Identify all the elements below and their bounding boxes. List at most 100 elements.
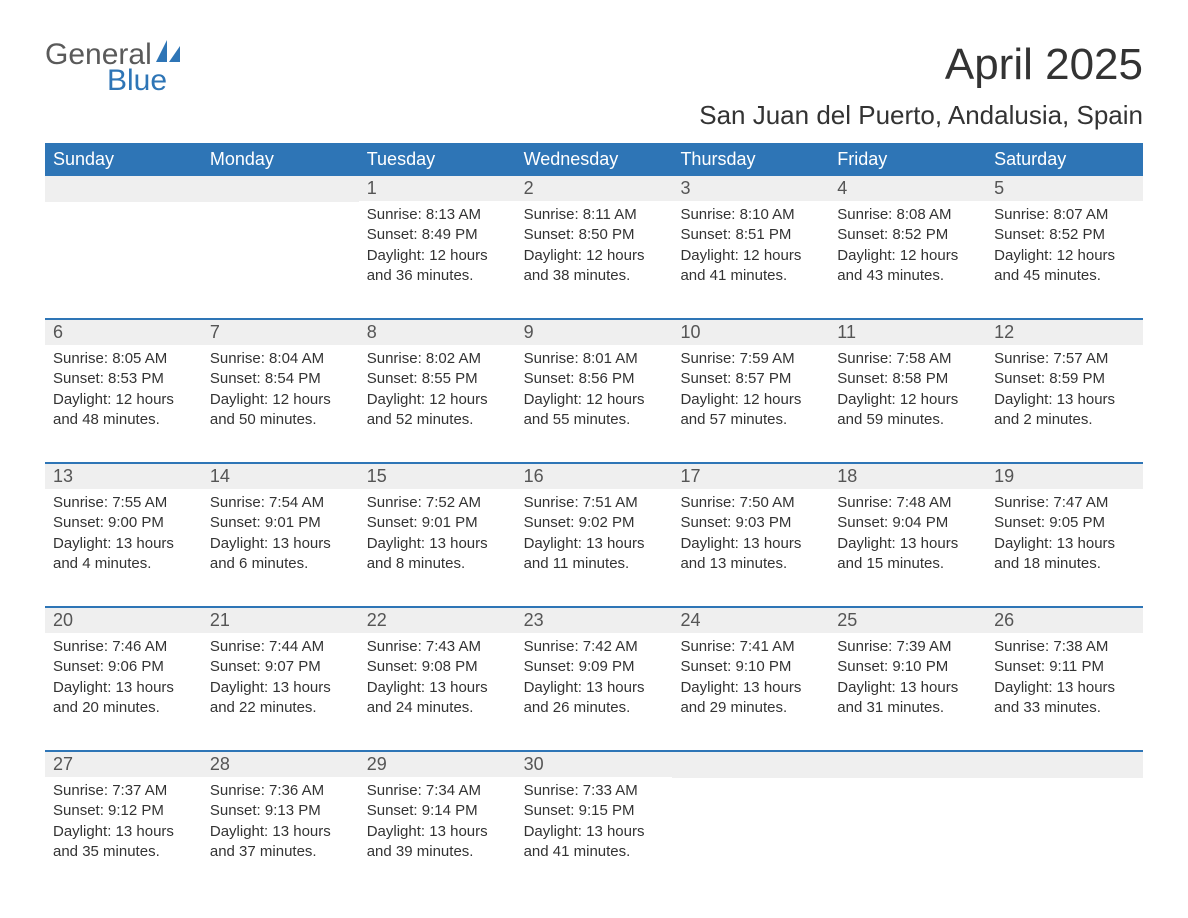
day-line: Sunset: 8:54 PM: [210, 369, 351, 389]
day-cell: [986, 752, 1143, 894]
day-number: [45, 176, 202, 202]
day-content: Sunrise: 8:02 AMSunset: 8:55 PMDaylight:…: [359, 345, 516, 438]
day-line: Sunrise: 7:55 AM: [53, 493, 194, 513]
day-line: Sunset: 9:07 PM: [210, 657, 351, 677]
day-content: Sunrise: 7:41 AMSunset: 9:10 PMDaylight:…: [672, 633, 829, 726]
day-number: 25: [829, 608, 986, 633]
day-line: Daylight: 12 hours: [837, 246, 978, 266]
day-line: Sunrise: 8:11 AM: [524, 205, 665, 225]
day-cell: 9Sunrise: 8:01 AMSunset: 8:56 PMDaylight…: [516, 320, 673, 462]
day-line: Sunset: 9:01 PM: [367, 513, 508, 533]
day-line: and 29 minutes.: [680, 698, 821, 718]
day-cell: 16Sunrise: 7:51 AMSunset: 9:02 PMDayligh…: [516, 464, 673, 606]
day-number: 2: [516, 176, 673, 201]
day-line: Sunrise: 7:38 AM: [994, 637, 1135, 657]
day-line: Sunset: 8:52 PM: [994, 225, 1135, 245]
day-line: Sunset: 8:52 PM: [837, 225, 978, 245]
day-cell: 14Sunrise: 7:54 AMSunset: 9:01 PMDayligh…: [202, 464, 359, 606]
day-line: and 4 minutes.: [53, 554, 194, 574]
day-cell: 4Sunrise: 8:08 AMSunset: 8:52 PMDaylight…: [829, 176, 986, 318]
day-cell: 8Sunrise: 8:02 AMSunset: 8:55 PMDaylight…: [359, 320, 516, 462]
day-cell: [829, 752, 986, 894]
day-cell: 1Sunrise: 8:13 AMSunset: 8:49 PMDaylight…: [359, 176, 516, 318]
day-line: Sunrise: 8:13 AM: [367, 205, 508, 225]
day-line: Sunset: 8:55 PM: [367, 369, 508, 389]
week-row: 13Sunrise: 7:55 AMSunset: 9:00 PMDayligh…: [45, 462, 1143, 606]
day-line: Sunrise: 7:58 AM: [837, 349, 978, 369]
day-line: Daylight: 12 hours: [53, 390, 194, 410]
day-content: Sunrise: 8:01 AMSunset: 8:56 PMDaylight:…: [516, 345, 673, 438]
day-line: Daylight: 13 hours: [524, 678, 665, 698]
day-content: Sunrise: 8:08 AMSunset: 8:52 PMDaylight:…: [829, 201, 986, 294]
day-line: and 20 minutes.: [53, 698, 194, 718]
day-line: Sunset: 9:09 PM: [524, 657, 665, 677]
day-line: Daylight: 12 hours: [837, 390, 978, 410]
day-line: and 50 minutes.: [210, 410, 351, 430]
day-number: 19: [986, 464, 1143, 489]
day-line: Daylight: 13 hours: [367, 822, 508, 842]
day-number: [986, 752, 1143, 778]
day-line: and 59 minutes.: [837, 410, 978, 430]
day-line: Sunset: 8:57 PM: [680, 369, 821, 389]
day-line: Sunset: 9:14 PM: [367, 801, 508, 821]
day-line: Daylight: 12 hours: [524, 246, 665, 266]
day-line: Sunrise: 7:36 AM: [210, 781, 351, 801]
day-line: Sunrise: 8:05 AM: [53, 349, 194, 369]
day-content: Sunrise: 8:05 AMSunset: 8:53 PMDaylight:…: [45, 345, 202, 438]
day-content: Sunrise: 7:34 AMSunset: 9:14 PMDaylight:…: [359, 777, 516, 870]
day-cell: 15Sunrise: 7:52 AMSunset: 9:01 PMDayligh…: [359, 464, 516, 606]
day-line: Sunrise: 7:57 AM: [994, 349, 1135, 369]
day-cell: 17Sunrise: 7:50 AMSunset: 9:03 PMDayligh…: [672, 464, 829, 606]
day-line: and 35 minutes.: [53, 842, 194, 862]
day-number: 14: [202, 464, 359, 489]
day-line: Daylight: 12 hours: [680, 390, 821, 410]
day-number: 20: [45, 608, 202, 633]
day-line: and 33 minutes.: [994, 698, 1135, 718]
day-cell: 12Sunrise: 7:57 AMSunset: 8:59 PMDayligh…: [986, 320, 1143, 462]
day-content: Sunrise: 7:36 AMSunset: 9:13 PMDaylight:…: [202, 777, 359, 870]
day-cell: 27Sunrise: 7:37 AMSunset: 9:12 PMDayligh…: [45, 752, 202, 894]
day-line: and 22 minutes.: [210, 698, 351, 718]
day-number: 29: [359, 752, 516, 777]
day-number: 9: [516, 320, 673, 345]
day-line: Daylight: 13 hours: [524, 534, 665, 554]
weeks-container: 1Sunrise: 8:13 AMSunset: 8:49 PMDaylight…: [45, 176, 1143, 894]
day-line: Sunset: 9:02 PM: [524, 513, 665, 533]
day-line: Sunrise: 7:54 AM: [210, 493, 351, 513]
day-cell: 21Sunrise: 7:44 AMSunset: 9:07 PMDayligh…: [202, 608, 359, 750]
day-cell: 28Sunrise: 7:36 AMSunset: 9:13 PMDayligh…: [202, 752, 359, 894]
day-line: Daylight: 13 hours: [837, 678, 978, 698]
week-row: 20Sunrise: 7:46 AMSunset: 9:06 PMDayligh…: [45, 606, 1143, 750]
day-content: Sunrise: 8:10 AMSunset: 8:51 PMDaylight:…: [672, 201, 829, 294]
day-line: Daylight: 13 hours: [53, 534, 194, 554]
day-number: 17: [672, 464, 829, 489]
day-content: Sunrise: 7:50 AMSunset: 9:03 PMDaylight:…: [672, 489, 829, 582]
day-line: Daylight: 13 hours: [994, 678, 1135, 698]
day-number: [202, 176, 359, 202]
day-line: Daylight: 12 hours: [680, 246, 821, 266]
day-line: Daylight: 13 hours: [524, 822, 665, 842]
day-cell: 6Sunrise: 8:05 AMSunset: 8:53 PMDaylight…: [45, 320, 202, 462]
day-content: Sunrise: 7:42 AMSunset: 9:09 PMDaylight:…: [516, 633, 673, 726]
day-line: and 37 minutes.: [210, 842, 351, 862]
day-line: Sunset: 9:03 PM: [680, 513, 821, 533]
day-line: Sunset: 9:00 PM: [53, 513, 194, 533]
day-number: 5: [986, 176, 1143, 201]
day-line: and 57 minutes.: [680, 410, 821, 430]
day-line: Sunrise: 8:10 AM: [680, 205, 821, 225]
day-line: and 15 minutes.: [837, 554, 978, 574]
day-line: Sunrise: 7:39 AM: [837, 637, 978, 657]
day-line: Sunrise: 7:44 AM: [210, 637, 351, 657]
day-line: Sunset: 9:05 PM: [994, 513, 1135, 533]
weekday-header: Thursday: [672, 143, 829, 176]
day-line: Sunrise: 8:07 AM: [994, 205, 1135, 225]
day-line: and 11 minutes.: [524, 554, 665, 574]
day-content: Sunrise: 8:11 AMSunset: 8:50 PMDaylight:…: [516, 201, 673, 294]
weekday-header: Sunday: [45, 143, 202, 176]
day-cell: 11Sunrise: 7:58 AMSunset: 8:58 PMDayligh…: [829, 320, 986, 462]
day-line: Sunrise: 7:50 AM: [680, 493, 821, 513]
day-content: Sunrise: 7:48 AMSunset: 9:04 PMDaylight:…: [829, 489, 986, 582]
day-line: Daylight: 12 hours: [210, 390, 351, 410]
day-line: Daylight: 13 hours: [837, 534, 978, 554]
day-line: Sunrise: 7:47 AM: [994, 493, 1135, 513]
